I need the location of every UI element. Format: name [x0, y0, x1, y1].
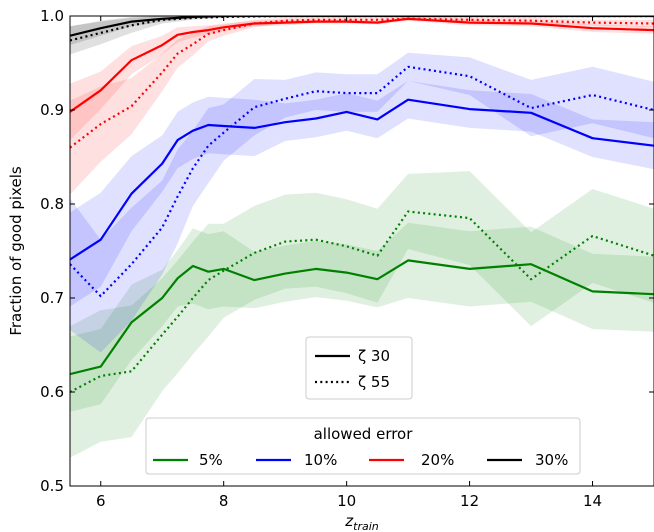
color-legend-title: allowed error	[314, 425, 414, 443]
band-30-dotted	[70, 16, 654, 55]
y-tick-label: 0.7	[40, 289, 64, 307]
x-tick-label: 6	[96, 492, 106, 510]
band-10-solid	[70, 80, 654, 307]
line-20-solid	[70, 17, 654, 113]
linestyle-legend: ζ 30 ζ 55	[305, 336, 413, 400]
color-legend-label-30: 30%	[535, 451, 568, 469]
x-tick-label: 12	[460, 492, 479, 510]
linestyle-legend-solid-label: ζ 30	[358, 347, 390, 365]
color-legend-label-10: 10%	[304, 451, 337, 469]
y-tick-label: 0.6	[40, 383, 64, 401]
line-5-dotted	[70, 210, 654, 393]
y-tick-label: 0.9	[40, 101, 64, 119]
color-legend: allowed error 5% 10% 20% 30%	[145, 417, 581, 475]
x-tick-label: 14	[583, 492, 602, 510]
x-axis-label-main: z	[344, 512, 354, 530]
line-10-solid	[70, 98, 654, 261]
x-axis-label: ztrain	[344, 512, 379, 532]
band-5-dotted	[70, 171, 654, 458]
linestyle-legend-box	[305, 336, 413, 400]
x-tick-label: 8	[219, 492, 229, 510]
band-10-dotted	[70, 52, 654, 353]
linestyle-legend-dotted-label: ζ 55	[358, 373, 390, 391]
line-30-solid	[70, 16, 654, 37]
line-5-solid	[70, 259, 654, 376]
y-axis-ticks: 0.5 0.6 0.7 0.8 0.9 1.0	[40, 7, 654, 495]
x-tick-label: 10	[337, 492, 356, 510]
color-legend-label-20: 20%	[421, 451, 454, 469]
y-tick-label: 0.5	[40, 477, 64, 495]
plot-frame	[69, 15, 654, 487]
x-axis-label-subscript: train	[353, 520, 379, 532]
x-axis-ticks: 6 8 10 12 14	[96, 16, 602, 510]
line-20-dotted	[70, 17, 654, 149]
band-30-solid	[70, 16, 654, 46]
y-axis-label: Fraction of good pixels	[7, 166, 25, 336]
color-legend-box	[145, 417, 581, 475]
line-10-dotted	[70, 65, 654, 298]
y-tick-label: 0.8	[40, 195, 64, 213]
y-tick-label: 1.0	[40, 7, 64, 25]
color-legend-label-5: 5%	[199, 451, 223, 469]
series-lines	[70, 16, 654, 393]
